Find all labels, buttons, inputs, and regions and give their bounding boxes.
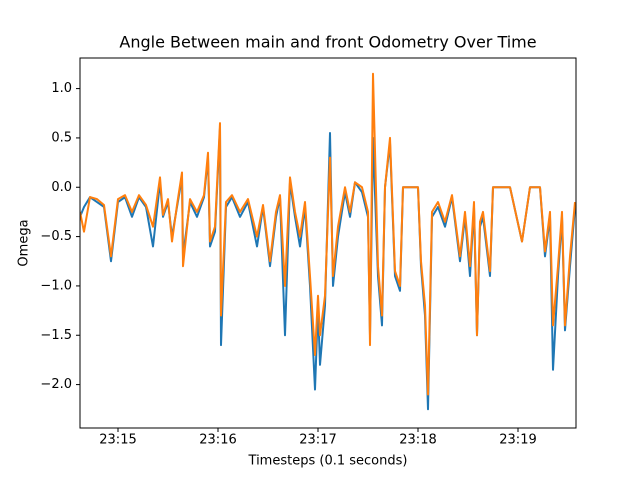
chart-title: Angle Between main and front Odometry Ov…	[119, 33, 536, 52]
x-tick-label: 23:18	[399, 433, 436, 448]
data-line	[80, 72, 576, 396]
x-tick-label: 23:17	[299, 433, 336, 448]
y-tick-label: −1.5	[40, 328, 72, 343]
x-tick-label: 23:16	[199, 433, 236, 448]
y-tick-label: 0.5	[51, 130, 72, 145]
y-axis-label: Omega	[17, 219, 32, 266]
y-tick-label: −0.5	[40, 229, 72, 244]
x-axis-label: Timesteps (0.1 seconds)	[248, 454, 408, 469]
y-tick-label: 0.0	[51, 180, 72, 195]
x-tick-label: 23:15	[99, 433, 136, 448]
plot-frame	[79, 57, 577, 429]
y-tick-label: 1.0	[51, 81, 72, 96]
data-line	[80, 127, 576, 411]
y-tick-label: −1.0	[40, 278, 72, 293]
x-tick-label: 23:19	[499, 433, 536, 448]
y-tick-label: −2.0	[40, 377, 72, 392]
